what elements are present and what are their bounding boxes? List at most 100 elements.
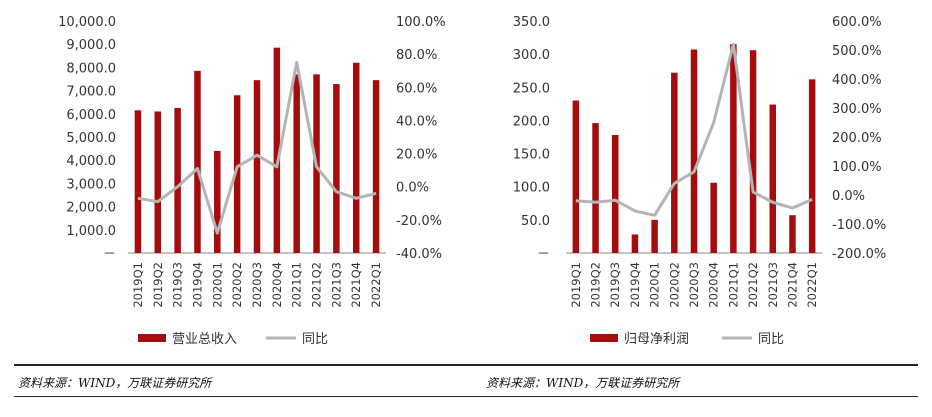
bar (611, 135, 619, 253)
bar (174, 108, 181, 253)
y-left-tick-label: 9,000.0 (66, 38, 116, 53)
y-left-tick-label: － (537, 247, 550, 262)
category-label: 2019Q1 (131, 262, 145, 308)
bar (372, 80, 380, 253)
y-right-tick-label: -20.0% (396, 214, 442, 229)
source-note-left: 资料来源：WIND，万联证券研究所 (18, 376, 212, 390)
y-left-tick-label: 100.0 (513, 181, 550, 196)
category-label: 2022Q1 (805, 262, 819, 308)
category-label: 2021Q1 (726, 262, 740, 308)
y-right-tick-label: 200.0% (832, 131, 882, 146)
legend-label-bar: 归母净利润 (624, 332, 689, 347)
y-right-tick-label: 600.0% (832, 15, 882, 30)
bar (333, 84, 340, 253)
legend-label-line: 同比 (302, 332, 328, 347)
category-label: 2019Q3 (608, 262, 622, 308)
y-left-tick-label: 250.0 (513, 81, 550, 96)
bar (214, 150, 221, 253)
category-label: 2019Q4 (628, 262, 642, 308)
bar (690, 49, 698, 254)
category-label: 2020Q3 (687, 262, 701, 308)
y-left-tick-label: 1,000.0 (66, 224, 116, 239)
category-label: 2019Q1 (569, 262, 583, 308)
category-label: 2019Q4 (190, 262, 204, 308)
y-left-tick-label: 7,000.0 (66, 85, 116, 100)
footer-rule-bottom (14, 396, 918, 397)
bar (808, 79, 816, 254)
bar (710, 182, 717, 253)
category-label: 2020Q1 (648, 262, 662, 308)
y-left-tick-label: 4,000.0 (66, 154, 116, 169)
category-label: 2020Q2 (230, 262, 244, 308)
bar (631, 234, 639, 253)
legend: 归母净利润 同比 (590, 332, 784, 347)
category-label: 2021Q3 (329, 262, 343, 308)
source-note-right: 资料来源：WIND，万联证券研究所 (486, 376, 680, 390)
category-label: 2021Q4 (785, 262, 799, 308)
bar (194, 70, 201, 253)
category-label: 2020Q4 (707, 262, 721, 308)
bar (154, 111, 162, 253)
y-left-tick-label: 3,000.0 (66, 177, 116, 192)
legend-swatch-bar (590, 334, 618, 342)
category-label: 2022Q1 (369, 262, 383, 308)
y-left-tick-label: 6,000.0 (66, 108, 116, 123)
y-right-tick-label: 100.0% (396, 15, 446, 30)
bar (352, 62, 360, 254)
y-left-tick-label: 2,000.0 (66, 201, 116, 216)
chart-1: － 1,000.0 2,000.0 3,000.0 4,000.0 5,000.0 6,00… (58, 15, 445, 347)
bar (273, 47, 281, 254)
bar (592, 123, 599, 253)
legend-swatch-bar (138, 334, 166, 342)
y-left-tick-label: 8,000.0 (66, 61, 116, 76)
chart-2: － 50.0 100.0 150.0 200.0 250.0 300.0 350.0 -200.… (513, 15, 886, 347)
y-right-tick-label: 40.0% (396, 114, 437, 129)
y-right-tick-label: 400.0% (832, 73, 882, 88)
bar (293, 74, 300, 253)
bar (572, 100, 580, 254)
y-right-tick-label: 60.0% (396, 81, 437, 96)
legend: 营业总收入 同比 (138, 332, 328, 347)
category-label: 2021Q1 (290, 262, 304, 308)
y-left-tick-label: 10,000.0 (58, 15, 116, 30)
y-right-tick-label: 0.0% (396, 181, 429, 196)
category-label: 2021Q2 (746, 262, 760, 308)
y-right-tick-label: 100.0% (832, 160, 882, 175)
category-label: 2021Q3 (766, 262, 780, 308)
y-right-tick-label: -200.0% (832, 247, 886, 262)
y-right-tick-label: 300.0% (832, 102, 882, 117)
category-label: 2021Q2 (310, 262, 324, 308)
bar (671, 72, 678, 254)
bar (789, 215, 796, 253)
category-label: 2019Q2 (151, 262, 165, 308)
y-left-tick-label: 300.0 (513, 48, 550, 63)
bar (253, 80, 261, 253)
y-left-tick-label: － (103, 247, 116, 262)
category-label: 2020Q2 (667, 262, 681, 308)
footer-rule-top (14, 364, 918, 366)
category-label: 2020Q4 (270, 262, 284, 308)
y-left-tick-label: 200.0 (513, 114, 550, 129)
y-left-tick-label: 5,000.0 (66, 131, 116, 146)
y-right-tick-label: -100.0% (832, 218, 886, 233)
category-label: 2021Q4 (349, 262, 363, 308)
bar (651, 219, 658, 253)
category-label: 2019Q2 (589, 262, 603, 308)
category-label: 2020Q3 (250, 262, 264, 308)
category-label: 2020Q1 (210, 262, 224, 308)
y-left-tick-label: 150.0 (513, 148, 550, 163)
y-right-tick-label: 20.0% (396, 148, 437, 163)
bar (233, 95, 241, 254)
y-right-tick-label: 80.0% (396, 48, 437, 63)
bar (730, 44, 737, 254)
bar (769, 104, 777, 254)
y-right-tick-label: 0.0% (832, 189, 865, 204)
y-right-tick-label: -40.0% (396, 247, 442, 262)
legend-label-line: 同比 (758, 332, 784, 347)
y-right-tick-label: 500.0% (832, 44, 882, 59)
bar (749, 50, 757, 254)
y-left-tick-label: 350.0 (513, 15, 550, 30)
bar (134, 110, 142, 253)
legend-label-bar: 营业总收入 (172, 332, 237, 347)
